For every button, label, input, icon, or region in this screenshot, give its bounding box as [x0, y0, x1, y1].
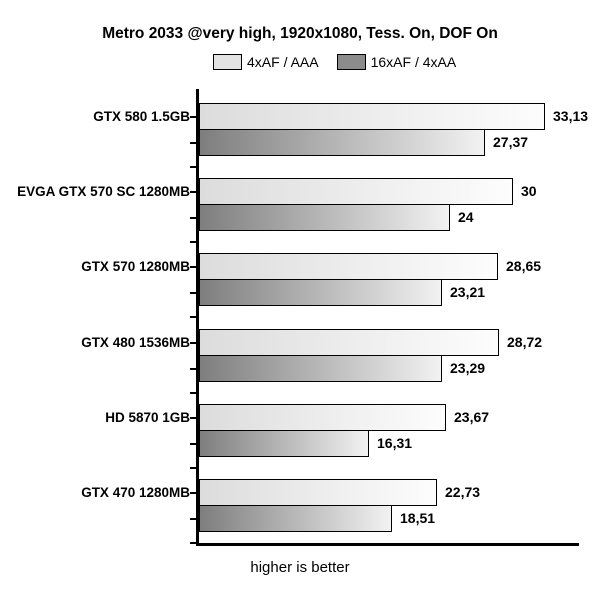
axis-tick — [190, 316, 196, 318]
axis-tick — [190, 491, 196, 494]
value-label: 16,31 — [377, 435, 413, 451]
legend-swatch-series1 — [213, 53, 242, 70]
chart-footer-note: higher is better — [250, 559, 350, 576]
value-label: 28,65 — [506, 258, 542, 274]
axis-tick — [190, 416, 196, 419]
axis-tick — [190, 265, 196, 268]
legend-item-series1: 4xAF / AAA — [213, 53, 319, 70]
bar-series1 — [199, 404, 446, 431]
value-label: 27,37 — [493, 134, 529, 150]
category-label: HD 5870 1GB — [105, 410, 190, 425]
axis-tick — [190, 166, 196, 168]
axis-tick — [190, 367, 196, 370]
legend-item-series2: 16xAF / 4xAA — [336, 53, 457, 70]
bar-series2 — [199, 279, 442, 306]
bar-series1 — [199, 479, 437, 506]
axis-tick — [190, 141, 196, 144]
axis-tick — [190, 241, 196, 243]
legend-label-series1: 4xAF / AAA — [247, 53, 319, 70]
bar-series1 — [199, 253, 498, 280]
axis-tick — [190, 115, 196, 118]
value-label: 33,13 — [553, 108, 589, 124]
axis-tick — [190, 341, 196, 344]
bar-series1 — [199, 103, 545, 130]
axis-tick — [190, 517, 196, 520]
bar-series2 — [199, 430, 369, 457]
category-label: EVGA GTX 570 SC 1280MB — [17, 184, 190, 199]
value-label: 23,67 — [454, 409, 490, 425]
axis-tick — [190, 467, 196, 469]
bar-series2 — [199, 204, 450, 231]
category-label: GTX 470 1280MB — [81, 485, 190, 500]
axis-tick — [190, 542, 196, 544]
value-label: 28,72 — [507, 334, 543, 350]
value-label: 30 — [521, 183, 537, 199]
bar-series1 — [199, 329, 499, 356]
value-label: 24 — [458, 209, 474, 225]
value-label: 18,51 — [400, 510, 436, 526]
y-axis-line — [196, 89, 199, 546]
chart-legend: 4xAF / AAA 16xAF / 4xAA — [213, 53, 456, 70]
legend-swatch-series2 — [336, 53, 366, 70]
x-axis-line — [196, 543, 579, 546]
bar-series2 — [199, 505, 392, 532]
axis-tick — [190, 392, 196, 394]
category-label: GTX 480 1536MB — [81, 335, 190, 350]
value-label: 23,29 — [450, 360, 486, 376]
category-label: GTX 570 1280MB — [81, 259, 190, 274]
legend-label-series2: 16xAF / 4xAA — [370, 53, 457, 70]
value-label: 22,73 — [445, 484, 481, 500]
axis-tick — [190, 216, 196, 219]
category-label: GTX 580 1.5GB — [93, 109, 190, 124]
bar-series2 — [199, 129, 485, 156]
axis-tick — [190, 190, 196, 193]
chart-title: Metro 2033 @very high, 1920x1080, Tess. … — [102, 25, 498, 42]
value-label: 23,21 — [450, 284, 486, 300]
axis-tick — [190, 291, 196, 294]
bar-series1 — [199, 178, 513, 205]
axis-tick — [190, 442, 196, 445]
bar-series2 — [199, 355, 442, 382]
